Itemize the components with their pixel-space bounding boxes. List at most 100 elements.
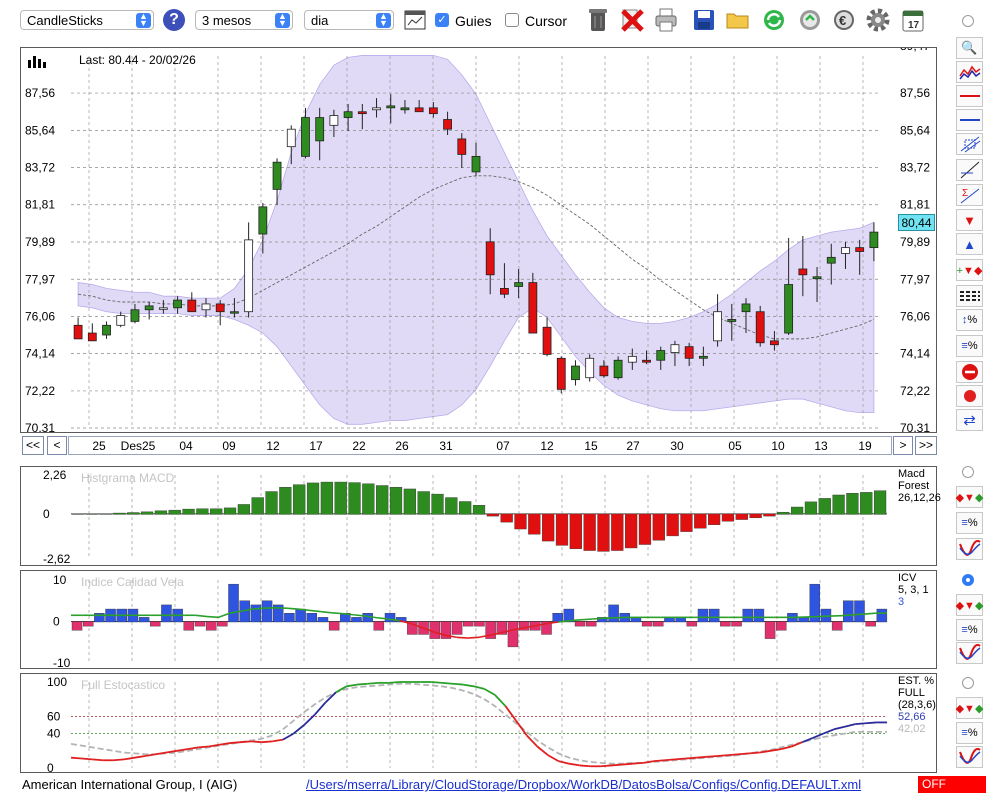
grid-lines-button[interactable]	[956, 285, 983, 307]
panel-radio-macd[interactable]	[962, 466, 974, 478]
icv-bar-positive	[742, 608, 753, 623]
nav-next-button[interactable]: >	[893, 436, 913, 455]
panel-radio-price[interactable]	[962, 15, 974, 27]
zoom-button[interactable]: 🔍	[956, 37, 983, 59]
icv-signal-segment	[342, 612, 355, 616]
percent-lines-button[interactable]: ≡%	[956, 335, 983, 357]
macd-bar-negative	[708, 513, 721, 525]
icv-bar-negative	[205, 621, 217, 631]
timeline-bar[interactable]: 25 Des25 04 09 12 17 22 26 31 07 12 15 27 30 05 10 13 19	[68, 436, 892, 455]
macd-bar-negative	[514, 513, 527, 530]
candle-up	[116, 315, 126, 326]
panel-radio-icv[interactable]	[962, 574, 974, 586]
price-chart[interactable]: 87,56 87,56 85,64 85,64 83,72 83,72 81,81 81,81…	[21, 48, 936, 432]
stop-button[interactable]	[956, 361, 983, 383]
arrow-up-button[interactable]: ▲	[956, 233, 983, 255]
icv-percent-button[interactable]: ≡%	[956, 619, 983, 641]
stoch-fast-segment	[685, 756, 697, 760]
stoch-fast-segment	[579, 764, 591, 768]
save-icon	[694, 10, 714, 30]
macd-bar-positive	[431, 493, 444, 515]
macd-bar-positive	[182, 508, 195, 515]
nav-prev-button[interactable]: <	[47, 436, 67, 455]
icv-bar-negative	[194, 621, 206, 627]
channel-button[interactable]	[956, 133, 983, 155]
macd-percent-button[interactable]: ≡%	[956, 512, 983, 534]
icv-bar-negative	[217, 621, 228, 627]
macd-signals-button[interactable]: ◆▼◆	[956, 486, 983, 508]
icv-signal-segment	[320, 610, 332, 614]
icv-bar-negative	[451, 621, 463, 635]
trendline-button[interactable]	[956, 159, 983, 181]
trendline-icon	[960, 161, 979, 179]
currency-button[interactable]: €	[830, 6, 858, 34]
macd-bar-positive	[223, 507, 237, 515]
icv-chart[interactable]: 10 0 -10	[21, 571, 936, 668]
sync-button[interactable]	[796, 6, 824, 34]
cursor-checkbox[interactable]	[505, 13, 519, 27]
percent-range-icon: ↕%	[961, 314, 978, 326]
macd-chart[interactable]: 2,26 0 -2,62	[21, 467, 936, 565]
icv-bar-positive	[563, 608, 575, 623]
y-tick-label-partial: 89,47	[900, 48, 930, 53]
x-tick-label: 19	[858, 439, 872, 453]
stoch-fast-segment	[452, 682, 464, 686]
sigma-button[interactable]: Σ	[956, 184, 983, 206]
arrow-down-button[interactable]: ▼	[956, 209, 983, 231]
candle-up	[514, 282, 524, 287]
nav-first-button[interactable]: <<	[22, 436, 44, 455]
chart-bars-icon[interactable]	[27, 54, 49, 71]
save-button[interactable]	[690, 6, 718, 34]
folder-icon	[726, 13, 749, 29]
help-button[interactable]: ?	[160, 6, 188, 34]
panel-radio-stoch[interactable]	[962, 677, 974, 689]
refresh-button[interactable]	[760, 6, 788, 34]
hline-red-button[interactable]	[956, 85, 983, 107]
print-button[interactable]	[652, 6, 680, 34]
candle-up	[230, 311, 239, 314]
signals-button[interactable]: +▼◆	[956, 259, 983, 281]
swap-button[interactable]: ⇄	[956, 409, 983, 431]
dashes-icon	[959, 291, 980, 301]
macd-y-tick-label: 2,26	[43, 468, 67, 482]
macd-curve-button[interactable]	[956, 538, 983, 560]
calendar-button[interactable]: 17	[899, 6, 927, 34]
guides-checkbox[interactable]: ✓	[435, 13, 449, 27]
candle-up	[301, 117, 310, 157]
hline-blue-button[interactable]	[956, 109, 983, 131]
stoch-fast-segment	[240, 740, 252, 744]
icv-curve-button[interactable]	[956, 642, 983, 664]
percent-range-button[interactable]: ↕%	[956, 309, 983, 331]
off-button[interactable]: OFF	[918, 776, 986, 793]
stoch-legend-line: EST. %	[898, 675, 935, 687]
stoch-fast-segment	[92, 758, 103, 762]
stoch-percent-button[interactable]: ≡%	[956, 722, 983, 744]
stoch-y-tick-label: 60	[47, 709, 61, 723]
stoch-chart[interactable]: 100 60 40 0	[21, 674, 936, 772]
record-button[interactable]	[956, 385, 983, 407]
candle-up	[812, 276, 822, 280]
stoch-fast-segment	[494, 694, 507, 707]
icv-legend-line: 3	[898, 596, 905, 608]
stoch-curve-button[interactable]	[956, 746, 983, 768]
chart-window-icon[interactable]	[401, 6, 429, 34]
stoch-fast-segment	[504, 705, 517, 722]
candle-up	[173, 299, 182, 309]
config-path-link[interactable]: /Users/mserra/Library/CloudStorage/Dropb…	[306, 777, 862, 792]
trash-button[interactable]	[584, 6, 612, 34]
x-tick-label: 09	[222, 439, 236, 453]
stoch-fast-segment	[473, 685, 485, 690]
icv-bar-negative	[71, 621, 83, 631]
nav-last-button[interactable]: >>	[915, 436, 937, 455]
settings-button[interactable]	[864, 6, 892, 34]
open-folder-button[interactable]	[724, 6, 752, 34]
band-tool-button[interactable]	[956, 61, 983, 83]
delete-button[interactable]	[618, 6, 646, 34]
chart-type-select[interactable]: CandleSticks ▲ ▼	[20, 10, 154, 30]
interval-select[interactable]: dia ▲ ▼	[304, 10, 394, 30]
candle-up	[315, 117, 325, 142]
stoch-signals-button[interactable]: ◆▼◆	[956, 697, 983, 719]
period-select[interactable]: 3 mesos ▲ ▼	[195, 10, 293, 30]
x-tick-label: 12	[266, 439, 280, 453]
icv-signals-button[interactable]: ◆▼◆	[956, 594, 983, 616]
